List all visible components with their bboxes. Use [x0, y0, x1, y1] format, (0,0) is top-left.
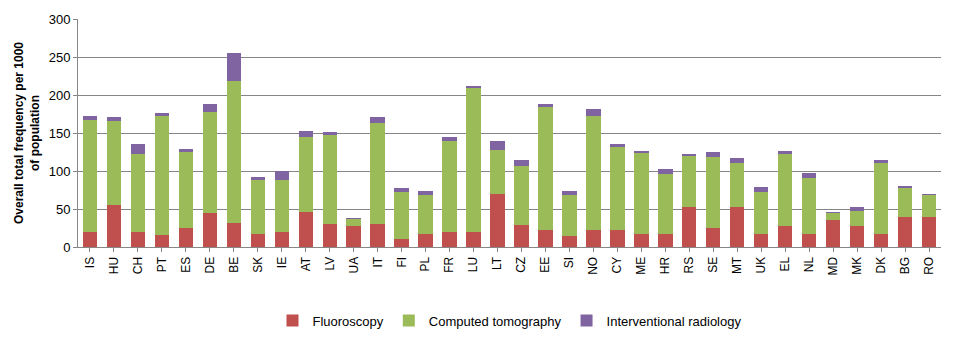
- svg-text:LT: LT: [490, 256, 504, 270]
- svg-text:RS: RS: [682, 257, 696, 274]
- svg-text:DK: DK: [874, 257, 888, 274]
- svg-text:FR: FR: [442, 256, 456, 272]
- svg-text:EE: EE: [538, 257, 552, 273]
- svg-text:ES: ES: [179, 257, 193, 273]
- svg-text:HR: HR: [658, 256, 672, 274]
- svg-text:NO: NO: [586, 257, 600, 275]
- svg-text:Computed tomography: Computed tomography: [429, 314, 562, 329]
- svg-text:AT: AT: [299, 256, 313, 271]
- svg-text:IT: IT: [371, 256, 385, 267]
- svg-text:IS: IS: [83, 257, 97, 268]
- svg-text:CY: CY: [610, 257, 624, 274]
- svg-text:Interventional radiology: Interventional radiology: [607, 314, 742, 329]
- svg-text:NL: NL: [802, 256, 816, 272]
- svg-text:CH: CH: [131, 257, 145, 274]
- svg-text:RO: RO: [922, 257, 936, 275]
- svg-text:Fluoroscopy: Fluoroscopy: [313, 314, 384, 329]
- svg-text:UA: UA: [347, 257, 361, 274]
- svg-text:0: 0: [63, 240, 70, 255]
- svg-text:100: 100: [49, 164, 71, 179]
- svg-text:DE: DE: [203, 257, 217, 274]
- svg-text:ME: ME: [634, 257, 648, 275]
- svg-text:UK: UK: [754, 257, 768, 274]
- svg-text:MK: MK: [850, 257, 864, 275]
- svg-text:300: 300: [49, 12, 71, 27]
- svg-text:BE: BE: [227, 257, 241, 273]
- svg-text:MD: MD: [826, 256, 840, 275]
- svg-text:Overall total frequency per 10: Overall total frequency per 1000of popul…: [12, 42, 42, 224]
- svg-text:HU: HU: [107, 257, 121, 274]
- svg-text:LU: LU: [466, 257, 480, 272]
- svg-text:SI: SI: [562, 257, 576, 268]
- svg-text:50: 50: [56, 202, 70, 217]
- svg-text:PL: PL: [419, 256, 433, 271]
- svg-text:CZ: CZ: [514, 257, 528, 273]
- svg-text:PT: PT: [155, 256, 169, 272]
- svg-text:IE: IE: [275, 257, 289, 268]
- svg-text:FI: FI: [395, 257, 409, 268]
- svg-text:150: 150: [49, 126, 71, 141]
- svg-text:250: 250: [49, 50, 71, 65]
- svg-text:EL: EL: [778, 256, 792, 271]
- svg-text:MT: MT: [730, 256, 744, 274]
- svg-text:200: 200: [49, 88, 71, 103]
- svg-text:BG: BG: [898, 257, 912, 274]
- svg-text:LV: LV: [323, 257, 337, 271]
- svg-text:SE: SE: [706, 257, 720, 273]
- svg-text:SK: SK: [251, 257, 265, 273]
